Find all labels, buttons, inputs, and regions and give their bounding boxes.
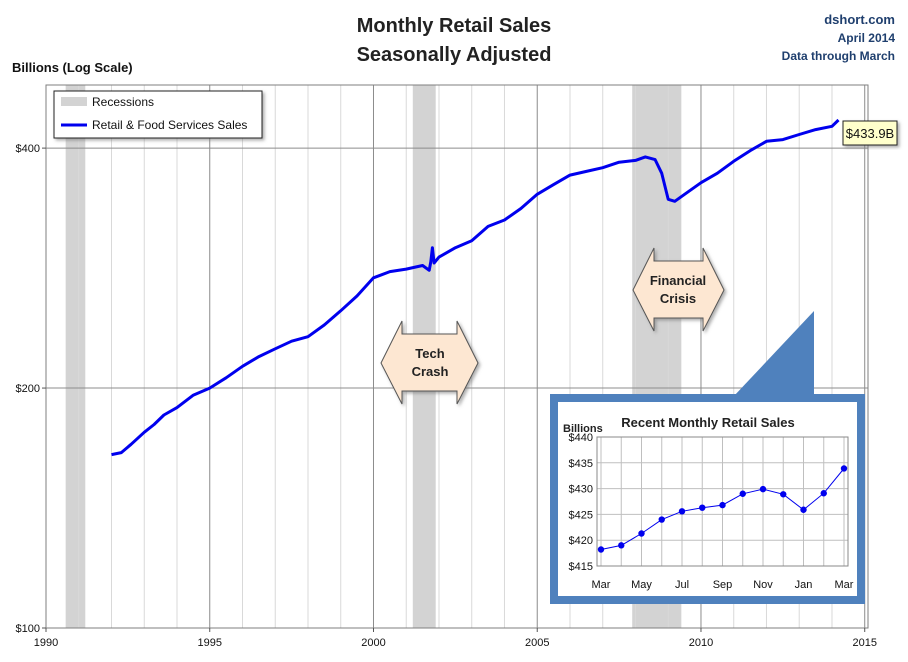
inset-point-9 <box>780 491 787 498</box>
inset-y-tick-label-440: $440 <box>569 432 593 444</box>
y-tick-label-400: $400 <box>16 143 40 155</box>
inset-chart: Recent Monthly Retail Sales Billions $41… <box>550 311 865 604</box>
x-axis: 1990 1995 2000 2005 2010 2015 <box>34 628 877 649</box>
chart-subtitle: Seasonally Adjusted <box>357 44 552 66</box>
x-tick-label-1990: 1990 <box>34 637 58 649</box>
inset-x-tick-label-2: Jul <box>675 579 689 591</box>
inset-point-1 <box>618 542 625 549</box>
x-tick-label-1995: 1995 <box>198 637 222 649</box>
inset-point-2 <box>638 530 645 537</box>
y-tick-label-100: $100 <box>16 623 40 635</box>
inset-y-tick-label-420: $420 <box>569 535 593 547</box>
inset-point-0 <box>597 546 605 553</box>
x-tick-label-2000: 2000 <box>361 637 385 649</box>
source-label: dshort.com <box>824 12 895 27</box>
inset-x-tick-label-5: Jan <box>795 579 813 591</box>
inset-x-tick-label-4: Nov <box>753 579 773 591</box>
latest-value-box <box>842 120 898 146</box>
inset-point-11 <box>820 490 827 497</box>
series-line-retail-sales <box>111 118 840 457</box>
y-axis: $100 $200 $400 <box>16 143 46 635</box>
inset-point-5 <box>699 504 706 511</box>
inset-pointer <box>734 311 814 396</box>
legend-label-recessions: Recessions <box>92 95 154 109</box>
legend-swatch-recessions <box>61 97 87 106</box>
financial-crisis-arrow <box>632 247 725 332</box>
inset-x-tick-label-1: May <box>631 579 652 591</box>
legend-label-retail-sales: Retail & Food Services Sales <box>92 118 247 132</box>
financial-crisis-label-line1: Financial <box>650 273 706 288</box>
financial-crisis-callout: Financial Crisis <box>632 247 725 332</box>
inset-point-3 <box>658 516 665 523</box>
inset-y-axis-title: Billions <box>563 423 603 435</box>
inset-x-tick-label-6: Mar <box>835 579 854 591</box>
tech-crash-callout: Tech Crash <box>380 320 479 405</box>
legend: Recessions Retail & Food Services Sales <box>53 90 263 139</box>
inset-point-7 <box>739 490 746 497</box>
chart-title: Monthly Retail Sales <box>357 15 552 37</box>
inset-y-tick-label-430: $430 <box>569 484 593 496</box>
tech-crash-arrow <box>380 320 479 405</box>
latest-value-label: $433.9B <box>846 126 894 141</box>
inset-y-tick-label-435: $435 <box>569 458 593 470</box>
y-tick-label-200: $200 <box>16 383 40 395</box>
x-tick-label-2005: 2005 <box>525 637 549 649</box>
data-note-label: Data through March <box>782 49 895 63</box>
inset-panel <box>558 402 857 596</box>
inset-x-tick-label-3: Sep <box>713 579 733 591</box>
date-label: April 2014 <box>838 31 896 45</box>
inset-y-tick-label-425: $425 <box>569 509 593 521</box>
inset-x-axis: Mar May Jul Sep Nov Jan Mar <box>592 579 854 591</box>
tech-crash-label-line1: Tech <box>415 346 444 361</box>
inset-point-12 <box>840 465 848 472</box>
financial-crisis-label-line2: Crisis <box>660 291 696 306</box>
inset-plot-area <box>596 436 849 567</box>
inset-point-6 <box>719 501 726 509</box>
legend-box <box>53 90 263 139</box>
inset-x-tick-label-0: Mar <box>592 579 611 591</box>
x-tick-label-2010: 2010 <box>689 637 713 649</box>
inset-point-8 <box>759 485 767 493</box>
inset-title: Recent Monthly Retail Sales <box>621 415 794 430</box>
inset-points <box>597 465 848 553</box>
tech-crash-label-line2: Crash <box>412 364 449 379</box>
inset-y-tick-label-415: $415 <box>569 561 593 573</box>
recession-band-1 <box>65 85 86 628</box>
inset-point-10 <box>800 506 807 513</box>
x-tick-label-2015: 2015 <box>852 637 876 649</box>
latest-value-callout: $433.9B <box>842 120 898 146</box>
inset-point-4 <box>678 508 686 515</box>
plot-area <box>45 84 869 629</box>
inset-y-axis: $415 $420 $425 $430 $435 $440 <box>569 432 593 573</box>
y-axis-title: Billions (Log Scale) <box>12 60 133 75</box>
